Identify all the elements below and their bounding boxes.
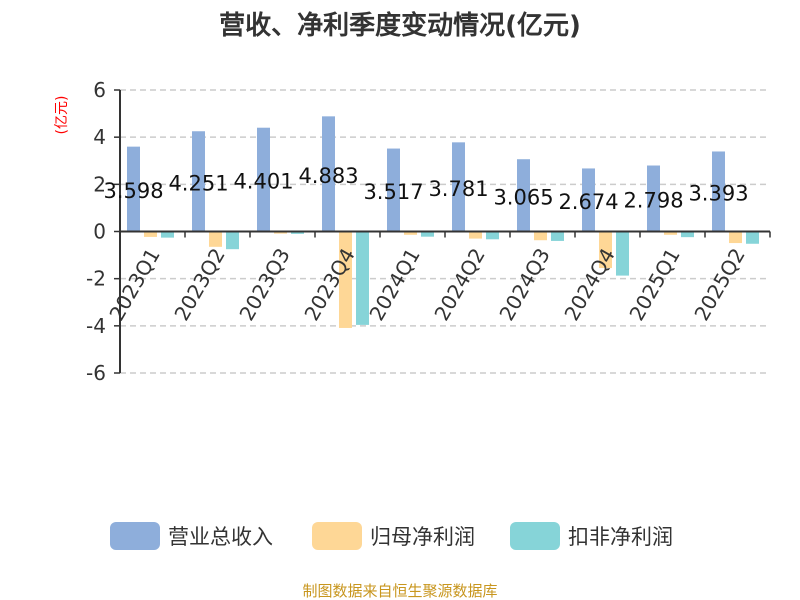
- data-label: 3.598: [103, 179, 163, 203]
- bar-revenue[interactable]: [127, 146, 140, 232]
- x-tick-label: 2024Q1: [364, 244, 424, 325]
- bar-net-profit[interactable]: [469, 231, 482, 239]
- chart-title: 营收、净利季度变动情况(亿元): [219, 10, 581, 41]
- bars: [127, 116, 759, 328]
- legend-item[interactable]: 营业总收入: [110, 522, 273, 550]
- legend-item[interactable]: 归母净利润: [312, 522, 475, 550]
- bar-deducted-net-profit[interactable]: [356, 231, 369, 325]
- legend-label: 营业总收入: [168, 525, 273, 549]
- x-tick-label: 2023Q3: [234, 244, 294, 325]
- bar-deducted-net-profit[interactable]: [161, 231, 174, 238]
- x-tick-label: 2024Q4: [559, 244, 619, 325]
- bar-revenue[interactable]: [647, 165, 660, 232]
- x-tick-label: 2023Q1: [104, 244, 164, 325]
- data-label: 2.798: [623, 189, 683, 213]
- legend-swatch: [110, 522, 160, 550]
- x-tick-label: 2024Q2: [429, 244, 489, 325]
- bar-deducted-net-profit[interactable]: [551, 231, 564, 241]
- x-tick-label: 2025Q1: [624, 244, 684, 325]
- bar-revenue[interactable]: [322, 116, 335, 232]
- data-label: 3.065: [493, 185, 553, 209]
- bar-deducted-net-profit[interactable]: [226, 231, 239, 250]
- legend[interactable]: 营业总收入 归母净利润 扣非净利润: [110, 522, 673, 550]
- grid-lines: [120, 89, 770, 374]
- x-tick-label: 2023Q2: [169, 244, 229, 325]
- data-label: 3.517: [363, 180, 423, 204]
- bar-revenue[interactable]: [582, 168, 595, 232]
- bar-deducted-net-profit[interactable]: [681, 231, 694, 238]
- bar-deducted-net-profit[interactable]: [421, 231, 434, 237]
- legend-swatch: [312, 522, 362, 550]
- legend-label: 扣非净利润: [568, 525, 673, 549]
- bar-revenue[interactable]: [387, 148, 400, 232]
- x-tick-label: 2025Q2: [689, 244, 749, 325]
- x-tick-label: 2024Q3: [494, 244, 554, 325]
- bar-net-profit[interactable]: [144, 231, 157, 237]
- bar-net-profit[interactable]: [404, 231, 417, 235]
- bar-net-profit[interactable]: [534, 231, 547, 241]
- data-label: 4.401: [233, 170, 293, 194]
- bar-net-profit[interactable]: [339, 231, 352, 328]
- bar-net-profit[interactable]: [729, 231, 742, 244]
- bar-deducted-net-profit[interactable]: [486, 231, 499, 240]
- bar-revenue[interactable]: [517, 159, 530, 232]
- bar-revenue[interactable]: [452, 142, 465, 232]
- y-tick-label: -2: [86, 267, 106, 291]
- y-tick-label: 6: [93, 78, 106, 102]
- y-tick-label: -4: [86, 314, 106, 338]
- bar-deducted-net-profit[interactable]: [291, 231, 304, 234]
- bar-revenue[interactable]: [257, 127, 270, 232]
- legend-swatch: [510, 522, 560, 550]
- bar-revenue[interactable]: [712, 151, 725, 232]
- bar-revenue[interactable]: [192, 131, 205, 232]
- data-label: 4.251: [168, 171, 228, 195]
- y-tick-label: 0: [93, 220, 106, 244]
- data-label: 3.781: [428, 177, 488, 201]
- bar-deducted-net-profit[interactable]: [746, 231, 759, 244]
- bar-deducted-net-profit[interactable]: [616, 231, 629, 276]
- legend-label: 归母净利润: [370, 525, 475, 549]
- y-tick-label: 2: [93, 172, 106, 196]
- bar-net-profit[interactable]: [664, 231, 677, 235]
- legend-item[interactable]: 扣非净利润: [510, 522, 673, 550]
- y-axis-label: (亿元): [54, 96, 70, 135]
- bar-net-profit[interactable]: [209, 231, 222, 247]
- y-tick-label: -6: [86, 361, 106, 385]
- bar-net-profit[interactable]: [274, 231, 287, 234]
- data-label: 4.883: [298, 164, 358, 188]
- data-label: 3.393: [688, 181, 748, 205]
- y-tick-label: 4: [93, 125, 106, 149]
- data-label: 2.674: [558, 190, 618, 214]
- footer-source: 制图数据来自恒生聚源数据库: [302, 582, 497, 600]
- bar-net-profit[interactable]: [599, 231, 612, 269]
